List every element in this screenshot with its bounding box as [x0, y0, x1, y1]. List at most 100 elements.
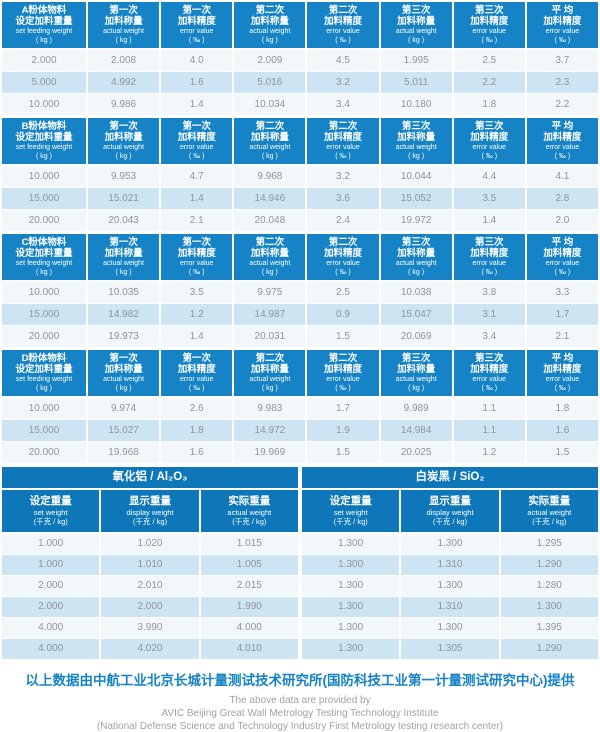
data-cell: 2.008	[88, 50, 160, 71]
data-cell: 19.969	[234, 442, 306, 463]
data-cell: 1.2	[453, 442, 525, 463]
header-cn-line2: 加料称量	[104, 16, 143, 27]
header-cn-line2: 加料精度	[470, 132, 509, 143]
header-cn-line1: 第一次	[182, 353, 211, 364]
header-en-line: actual weight	[395, 28, 437, 35]
header-cell: 第二次 加料精度 error value ( ‰ )	[307, 234, 379, 280]
header-cn-line1: 第二次	[255, 353, 285, 364]
powder-header-row: A粉体物料 设定加料重量 set feeding weight( kg ) 第一次 加料…	[2, 2, 598, 48]
data-cell: 1.295	[500, 534, 598, 554]
data-cell: 2.1	[161, 210, 233, 231]
header-en-line: display weight	[126, 508, 174, 517]
data-cell: 4.020	[101, 639, 199, 659]
header-cn-line1: 平 均	[551, 353, 574, 364]
data-cell: 20.000	[2, 210, 86, 231]
table-row: 10.000 10.035 3.5 9.975 2.5 10.038 3.8 3.3	[2, 282, 598, 303]
table-row: 1.000 1.010 1.005	[2, 555, 298, 575]
data-cell: 9.975	[234, 282, 306, 303]
data-cell: 1.310	[401, 555, 499, 575]
header-cell: 第三次 加料称量 actual weight ( kg )	[380, 234, 452, 280]
data-cell: 1.4	[161, 326, 233, 347]
header-en-line: error value	[326, 28, 360, 35]
table-row: 1.300 1.300 1.395	[302, 618, 598, 638]
data-cell: 20.048	[234, 210, 306, 231]
data-cell: 1.010	[101, 555, 199, 575]
data-cell: 4.000	[2, 639, 100, 659]
table-row: 1.300 1.310 1.290	[302, 555, 598, 575]
header-cn-line2: 加料称量	[250, 364, 289, 375]
data-cell: 4.4	[453, 166, 525, 187]
header-unit-line: ( ‰ )	[188, 153, 205, 160]
data-cell: 2.6	[161, 398, 233, 419]
header-unit-line: ( ‰ )	[335, 153, 351, 160]
header-cn-line2: 加料精度	[470, 16, 509, 27]
table-row: 1.300 1.305 1.290	[302, 639, 598, 659]
data-cell: 2.010	[101, 576, 199, 596]
data-cell: 4.1	[526, 166, 598, 187]
material-table: 白炭黑 / SiO₂ 设定重量 set weight (千克 / kg) 显示重量 dis…	[302, 467, 598, 660]
header-unit-line: ( ‰ )	[481, 385, 498, 392]
footer-source-en-line2: AVIC Beijing Great Wall Metrology Testin…	[161, 708, 439, 719]
data-cell: 1.300	[302, 639, 400, 659]
data-cell: 2.000	[2, 597, 100, 617]
header-unit-line: ( ‰ )	[481, 153, 498, 160]
header-unit-line: ( ‰ )	[335, 269, 351, 276]
header-en-line: actual weight	[249, 376, 291, 383]
header-cn-line1: 第三次	[401, 121, 431, 132]
data-cell: 9.986	[88, 94, 160, 115]
header-unit-line: ( ‰ )	[554, 385, 571, 392]
data-cell: 1.300	[500, 597, 598, 617]
table-row: 10.000 9.974 2.6 9.983 1.7 9.989 1.1 1.8	[2, 398, 598, 419]
header-unit-line: (千克 / kg)	[232, 517, 267, 526]
header-en-line: error value	[472, 28, 506, 35]
powder-table: C粉体物料 设定加料重量 set feeding weight( kg ) 第一次 加料…	[2, 234, 598, 347]
data-cell: 1.4	[453, 210, 525, 231]
material-header-row: 设定重量 set weight (千克 / kg) 显示重量 display weigh…	[302, 490, 598, 532]
header-en-line: actual weight	[103, 144, 144, 151]
header-cell: 第二次 加料精度 error value ( ‰ )	[307, 2, 379, 48]
header-unit-line: ( ‰ )	[335, 385, 351, 392]
powder-header-row: B粉体物料 设定加料重量 set feeding weight( kg ) 第一次 加料…	[2, 118, 598, 164]
header-unit-line: ( kg )	[408, 153, 425, 160]
header-unit-line: ( ‰ )	[554, 269, 571, 276]
data-cell: 1.000	[2, 555, 100, 575]
header-en-line: display weight	[426, 508, 474, 517]
table-row: 2.000 2.010 2.015	[2, 576, 298, 596]
header-cell: 第三次 加料精度 error value ( ‰ )	[453, 118, 525, 164]
header-unit-line: ( ‰ )	[188, 385, 205, 392]
header-en-line: actual weight	[395, 260, 437, 267]
material-header-row: 设定重量 set weight (千克 / kg) 显示重量 display weigh…	[2, 490, 298, 532]
data-cell: 1.000	[2, 534, 100, 554]
header-cn-line2: 设定加料重量	[15, 248, 73, 259]
table-row: 15.000 15.027 1.8 14.972 1.9 14.984 1.1 1.6	[2, 420, 598, 441]
header-cn-line1: 第三次	[401, 237, 431, 248]
data-cell: 10.000	[2, 166, 86, 187]
data-cell: 19.972	[380, 210, 452, 231]
header-cn-line: 实际重量	[528, 495, 571, 507]
header-unit-line: ( ‰ )	[554, 37, 571, 44]
header-unit-line: ( ‰ )	[554, 153, 571, 160]
header-unit-line: ( kg )	[408, 37, 425, 44]
header-en-line: actual weight	[103, 260, 144, 267]
header-cell: 第二次 加料称量 actual weight ( kg )	[234, 2, 306, 48]
header-cell: 第一次 加料称量 actual weight ( kg )	[88, 234, 160, 280]
data-cell: 1.7	[307, 398, 379, 419]
powder-header-row: C粉体物料 设定加料重量 set feeding weight( kg ) 第一次 加料…	[2, 234, 598, 280]
header-cn-line2: 加料精度	[177, 364, 216, 375]
header-cn-line: 实际重量	[228, 495, 271, 507]
header-cell: 第三次 加料称量 actual weight ( kg )	[380, 350, 452, 396]
header-en-line: error value	[179, 28, 214, 35]
header-en-line: error value	[179, 144, 214, 151]
header-en-line: error value	[326, 260, 360, 267]
data-cell: 1.300	[302, 597, 400, 617]
data-cell: 3.5	[453, 188, 525, 209]
header-unit-line: ( kg )	[36, 269, 52, 276]
powder-header-row: D粉体物料 设定加料重量 set feeding weight( kg ) 第一次 加料…	[2, 350, 598, 396]
data-cell: 1.5	[307, 442, 379, 463]
header-cn-line2: 加料精度	[543, 132, 582, 143]
data-cell: 2.8	[526, 188, 598, 209]
header-cn-line1: 第三次	[475, 353, 504, 364]
data-cell: 1.300	[401, 534, 499, 554]
header-cell: A粉体物料 设定加料重量 set feeding weight ( kg )	[2, 2, 86, 48]
data-cell: 2.5	[453, 50, 525, 71]
